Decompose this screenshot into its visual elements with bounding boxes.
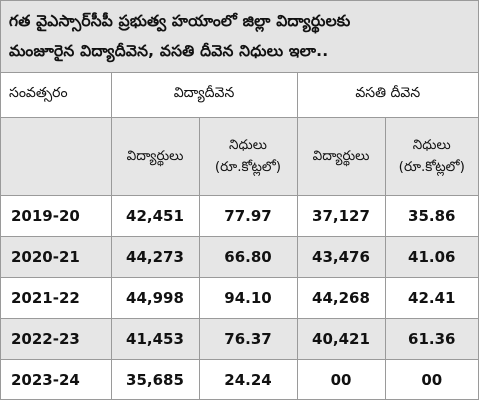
vs-students-cell: 37,127 bbox=[296, 194, 386, 237]
year-cell: 2020-21 bbox=[1, 235, 112, 278]
vd-funds-cell: 94.10 bbox=[198, 276, 298, 319]
funds-table: సంవత్సరం విద్యాదీవెన వసతి దీవెన విద్యార్… bbox=[1, 73, 479, 400]
vs-students-cell: 00 bbox=[296, 358, 386, 400]
vd-students-cell: 44,998 bbox=[110, 276, 200, 319]
vd-students-header: విద్యార్థులు bbox=[110, 116, 200, 196]
vidya-deevena-header: విద్యాదీవెన bbox=[110, 73, 298, 118]
year-header: సంవత్సరం bbox=[1, 73, 112, 118]
vs-students-cell: 40,421 bbox=[296, 317, 386, 360]
header-row: సంవత్సరం విద్యాదీవెన వసతి దీవెన bbox=[1, 73, 479, 118]
table-row: 2022-23 41,453 76.37 40,421 61.36 bbox=[1, 317, 479, 360]
vs-funds-cell: 42.41 bbox=[384, 276, 479, 319]
year-subheader-blank bbox=[1, 116, 112, 196]
vd-funds-cell: 66.80 bbox=[198, 235, 298, 278]
year-cell: 2021-22 bbox=[1, 276, 112, 319]
vs-students-header: విద్యార్థులు bbox=[296, 116, 386, 196]
title-line-2: మంజూరైన విద్యాదీవెన, వసతి దీవెన నిధులు ఇ… bbox=[9, 42, 329, 60]
vs-funds-header-word: నిధులు bbox=[412, 137, 451, 153]
vd-students-cell: 42,451 bbox=[110, 194, 200, 237]
table-row: 2019-20 42,451 77.97 37,127 35.86 bbox=[1, 194, 479, 237]
vd-funds-header: నిధులు (రూ.కోట్లలో) bbox=[198, 116, 298, 196]
year-cell: 2023-24 bbox=[1, 358, 112, 400]
vd-funds-header-word: నిధులు bbox=[229, 137, 267, 153]
vs-students-cell: 44,268 bbox=[296, 276, 386, 319]
vasathi-deevena-header: వసతి దీవెన bbox=[296, 73, 479, 118]
vd-funds-cell: 76.37 bbox=[198, 317, 298, 360]
vd-funds-header-unit: (రూ.కోట్లలో) bbox=[214, 159, 282, 175]
vs-funds-cell: 41.06 bbox=[384, 235, 479, 278]
table-row: 2023-24 35,685 24.24 00 00 bbox=[1, 358, 479, 400]
table-title: గత వైఎస్సార్‌సీపీ ప్రభుత్వ హయాంలో జిల్లా… bbox=[1, 1, 478, 73]
vs-funds-header: నిధులు (రూ.కోట్లలో) bbox=[384, 116, 479, 196]
vs-funds-cell: 61.36 bbox=[384, 317, 479, 360]
year-cell: 2019-20 bbox=[1, 194, 112, 237]
table-row: 2020-21 44,273 66.80 43,476 41.06 bbox=[1, 235, 479, 278]
vd-students-cell: 35,685 bbox=[110, 358, 200, 400]
table-row: 2021-22 44,998 94.10 44,268 42.41 bbox=[1, 276, 479, 319]
vd-funds-cell: 77.97 bbox=[198, 194, 298, 237]
vd-students-cell: 41,453 bbox=[110, 317, 200, 360]
title-line-1: గత వైఎస్సార్‌సీపీ ప్రభుత్వ హయాంలో జిల్లా… bbox=[9, 12, 351, 30]
vd-funds-cell: 24.24 bbox=[198, 358, 298, 400]
vd-students-cell: 44,273 bbox=[110, 235, 200, 278]
vs-funds-cell: 35.86 bbox=[384, 194, 479, 237]
vs-funds-header-unit: (రూ.కోట్లలో) bbox=[398, 159, 465, 175]
vs-students-cell: 43,476 bbox=[296, 235, 386, 278]
subheader-row: విద్యార్థులు నిధులు (రూ.కోట్లలో) విద్యార… bbox=[1, 116, 479, 196]
vs-funds-cell: 00 bbox=[384, 358, 479, 400]
year-cell: 2022-23 bbox=[1, 317, 112, 360]
